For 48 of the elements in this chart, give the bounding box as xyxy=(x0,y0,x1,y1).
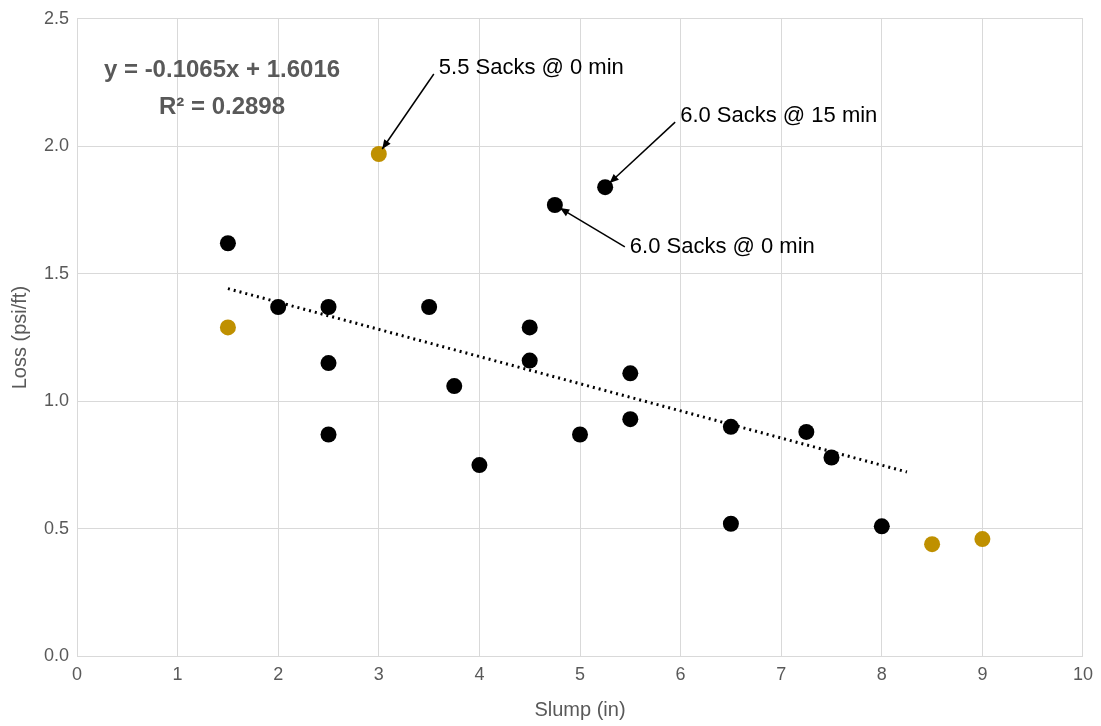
point xyxy=(572,426,589,443)
x-tick-label: 9 xyxy=(977,664,988,685)
point xyxy=(421,299,438,315)
annotation: 5.5 Sacks @ 0 min xyxy=(438,54,624,80)
x-tick-label: 0 xyxy=(72,664,83,685)
point xyxy=(370,145,387,162)
point xyxy=(722,515,739,532)
y-tick-label: 1.0 xyxy=(43,390,70,411)
x-tick-label: 6 xyxy=(675,664,686,685)
point xyxy=(320,299,337,315)
x-tick-label: 8 xyxy=(876,664,887,685)
point xyxy=(219,235,236,252)
y-tick-label: 1.5 xyxy=(43,262,70,283)
y-tick-label: 0.5 xyxy=(43,517,70,538)
x-tick-label: 1 xyxy=(172,664,183,685)
x-tick-label: 5 xyxy=(575,664,586,685)
point xyxy=(471,457,488,474)
point xyxy=(974,531,991,548)
x-tick-label: 2 xyxy=(273,664,284,685)
point xyxy=(722,418,739,435)
y-tick-label: 2.5 xyxy=(43,7,70,28)
point xyxy=(597,179,614,196)
x-tick-label: 3 xyxy=(373,664,384,685)
point xyxy=(622,365,639,382)
x-tick-label: 4 xyxy=(474,664,485,685)
annotation: 6.0 Sacks @ 0 min xyxy=(629,233,815,259)
annotation: R² = 0.2898 xyxy=(158,92,286,120)
point xyxy=(823,449,840,466)
point xyxy=(270,299,287,315)
point xyxy=(873,518,890,535)
point xyxy=(320,355,337,372)
point xyxy=(521,319,538,336)
y-tick-label: 2.0 xyxy=(43,135,70,156)
point xyxy=(622,411,639,428)
x-axis-title: Slump (in) xyxy=(534,697,626,720)
point xyxy=(521,352,538,369)
x-tick-label: 7 xyxy=(776,664,787,685)
y-tick-label: 0.0 xyxy=(43,645,70,666)
point xyxy=(798,423,815,440)
x-tick-label: 10 xyxy=(1072,664,1093,685)
y-axis-title: Loss (psi/ft) xyxy=(7,285,30,390)
point xyxy=(546,196,563,213)
point xyxy=(219,319,236,336)
point xyxy=(924,536,941,553)
point xyxy=(446,378,463,395)
point xyxy=(320,426,337,443)
annotation: 6.0 Sacks @ 15 min xyxy=(680,102,878,128)
annotation: y = -0.1065x + 1.6016 xyxy=(103,55,341,83)
